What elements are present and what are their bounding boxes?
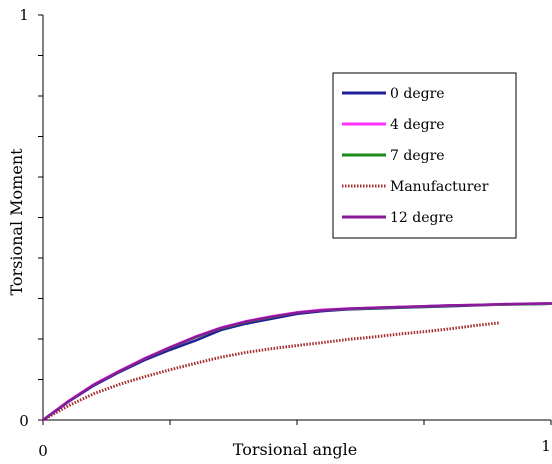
x-tick-label-1: 1 — [541, 437, 551, 455]
y-axis-label: Torsional Moment — [7, 148, 26, 296]
legend: 0 degre 4 degre 7 degre Manufacturer 12 degr… — [332, 72, 517, 239]
series-group — [41, 302, 552, 422]
legend-label-12-degre: 12 degre — [390, 210, 453, 226]
y-tick-label-1: 1 — [19, 6, 29, 24]
axes — [38, 14, 552, 425]
series-line-0-degre — [41, 302, 552, 422]
series-line-manufacturer — [42, 321, 501, 422]
legend-label-7-degre: 7 degre — [390, 148, 445, 164]
legend-label-0-degre: 0 degre — [390, 86, 445, 102]
x-tick-label-0: 0 — [38, 442, 48, 460]
labels: 0 1 0 1 Torsional angle Torsional Moment — [7, 6, 551, 460]
series-line-4-degre — [41, 302, 552, 422]
series-line-7-degre — [41, 302, 552, 422]
y-tick-label-0: 0 — [19, 412, 29, 430]
x-axis-label: Torsional angle — [233, 440, 357, 459]
series-line-12-degre — [41, 302, 552, 422]
legend-label-4-degre: 4 degre — [390, 117, 445, 133]
legend-label-manufacturer: Manufacturer — [390, 179, 489, 195]
